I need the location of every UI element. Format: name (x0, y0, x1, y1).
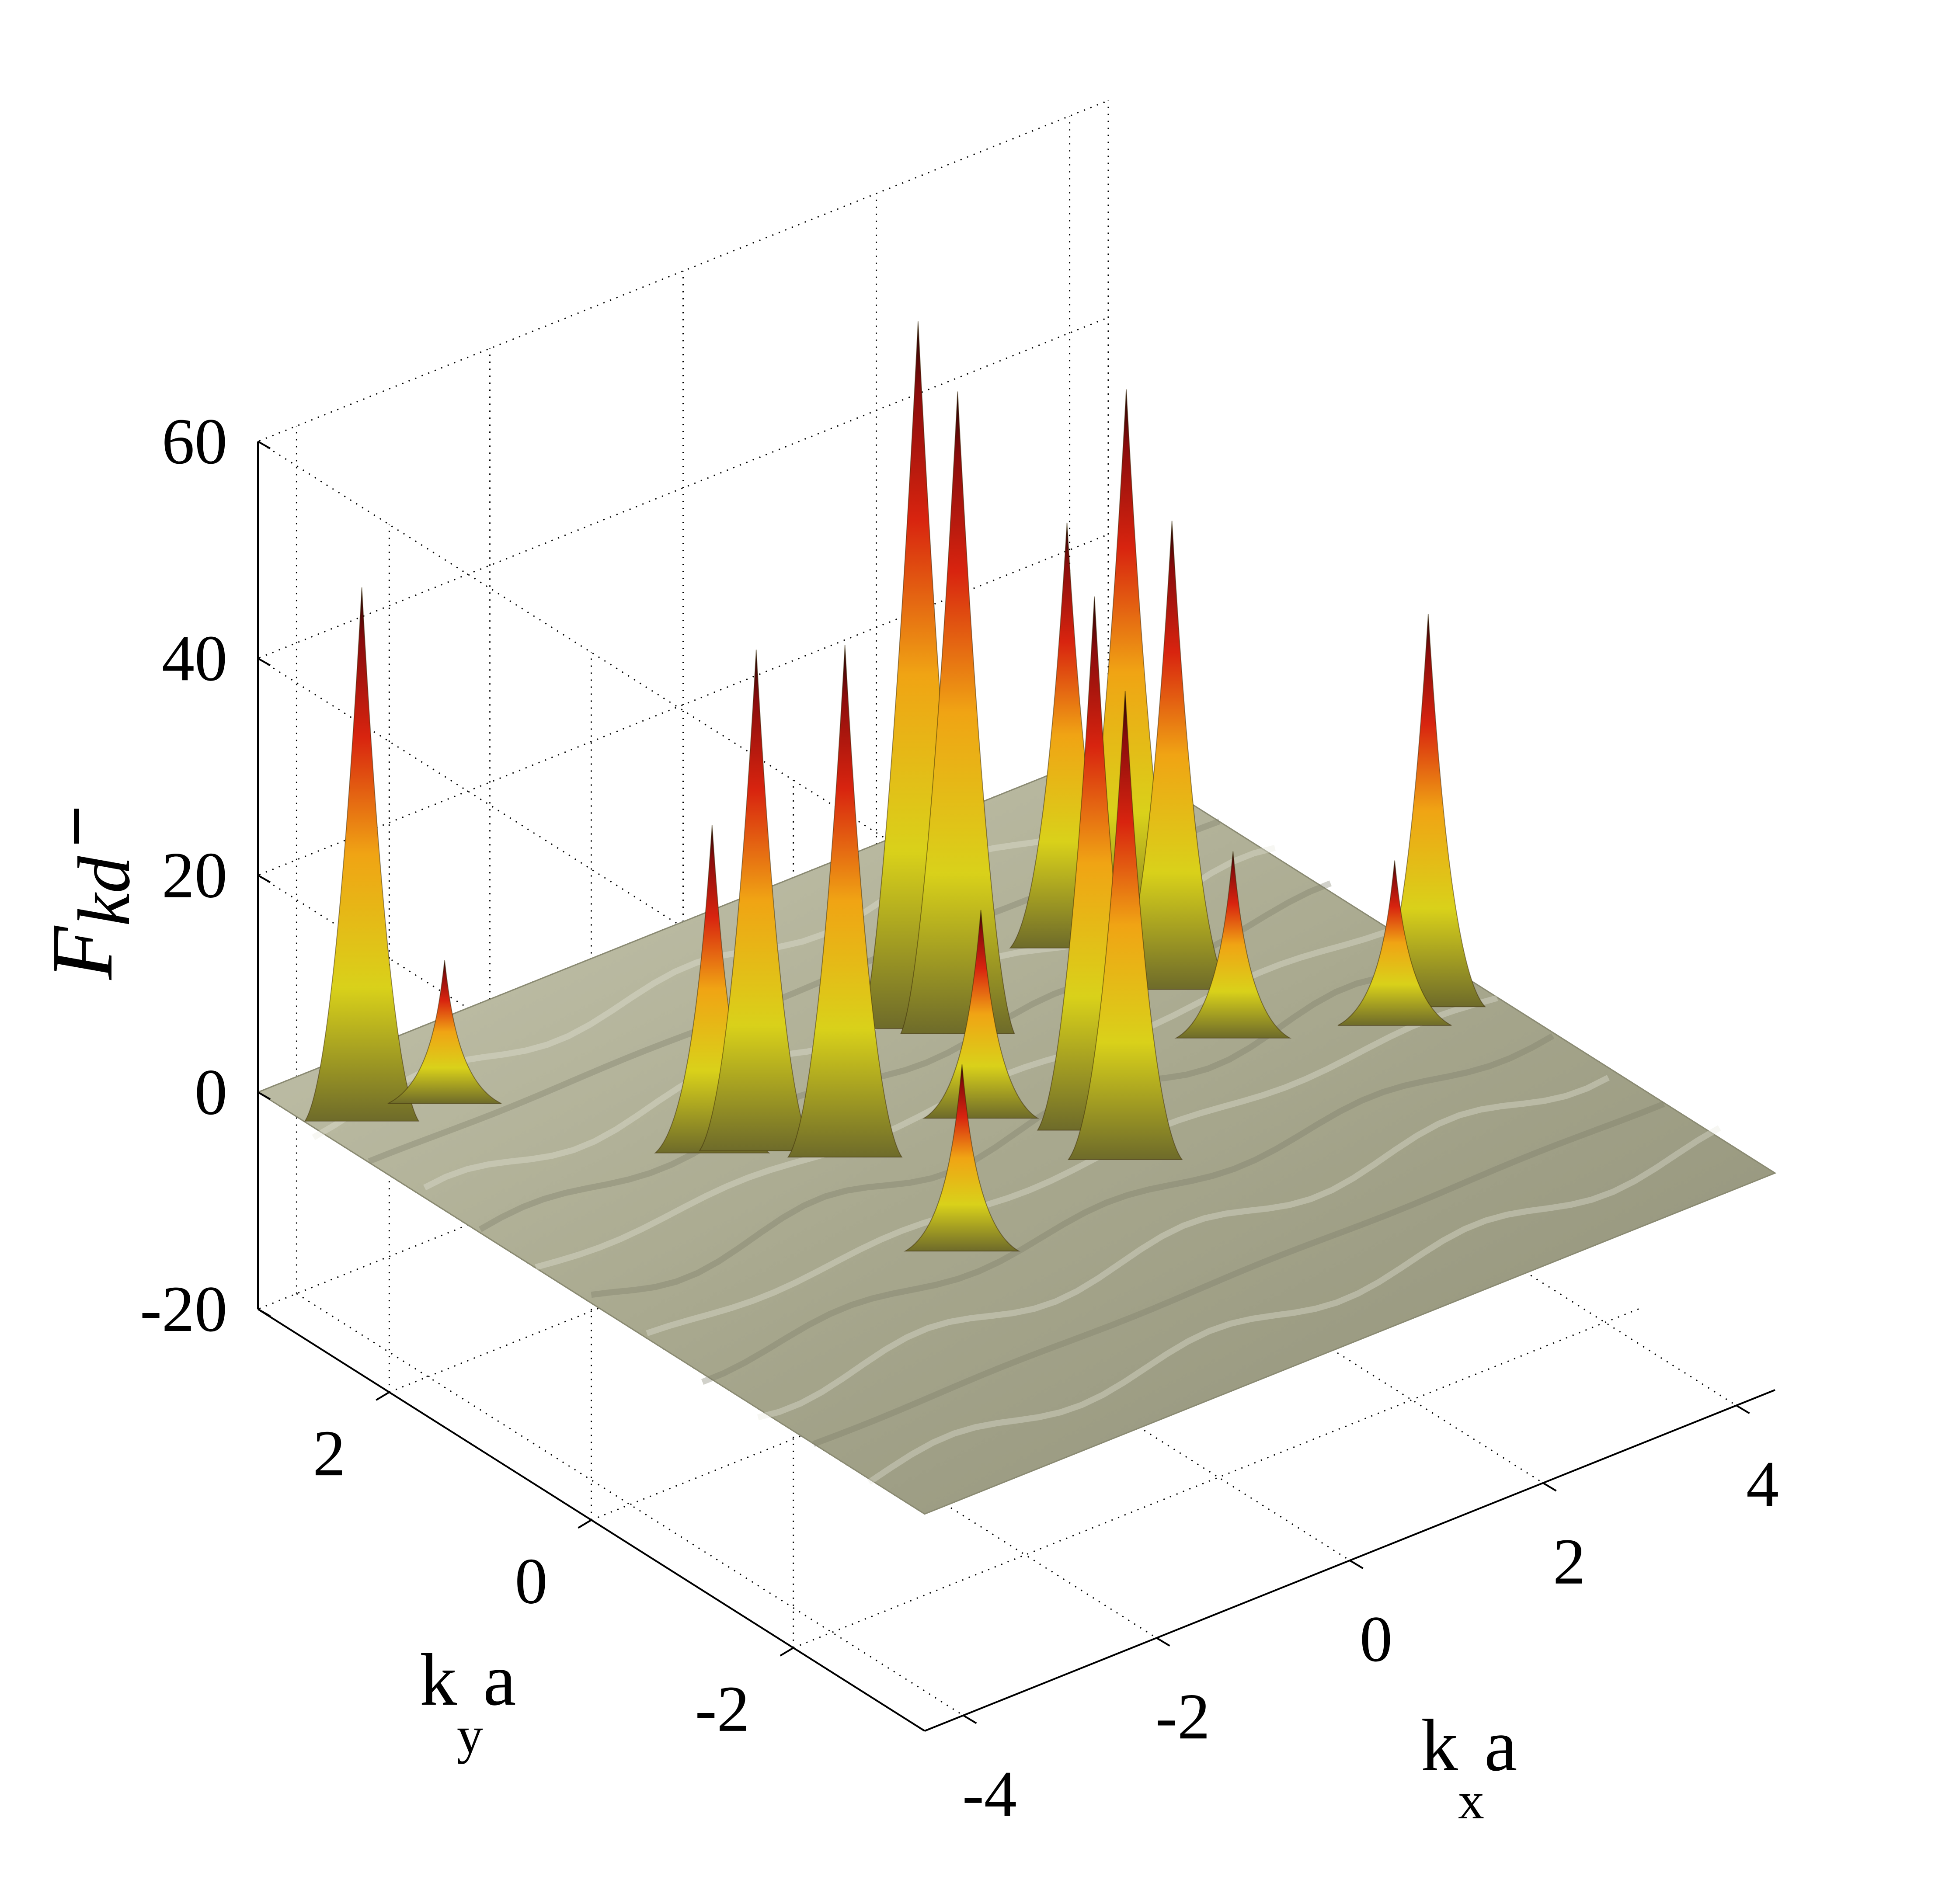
surface-peak (1337, 860, 1452, 1026)
surface-ripple (591, 967, 1442, 1298)
x-tick (1349, 1560, 1364, 1569)
surface-ripple (757, 1075, 1610, 1421)
grid-line-z (256, 100, 1109, 864)
z-tick-label: -20 (140, 1273, 227, 1345)
x-axis-subscript: x (1458, 1772, 1484, 1830)
surface (256, 750, 1777, 1515)
x-tick (1736, 1404, 1750, 1414)
surface-ripple (867, 1125, 1721, 1485)
grid-line-y-floor (793, 1306, 1644, 1649)
z-axis-label: Fkd (34, 856, 145, 981)
x-axis-k: k (1421, 1704, 1458, 1786)
x-tick-label: -2 (1155, 1680, 1210, 1753)
z-tick (258, 1308, 271, 1317)
peaks (304, 321, 1486, 1252)
surface-peak (304, 587, 420, 1122)
y-tick (578, 1519, 592, 1529)
x-tick (1542, 1482, 1557, 1492)
x-axis-suffix: a (1484, 1704, 1517, 1786)
surface-peak (922, 910, 1040, 1119)
z-tick-label: 60 (162, 405, 227, 478)
z-tick (258, 874, 271, 883)
surface-peak (1067, 691, 1183, 1160)
z-tick (258, 441, 271, 449)
y-tick (780, 1647, 794, 1657)
x-tick-label: -4 (962, 1758, 1017, 1831)
surface-ripple (646, 995, 1498, 1336)
surface-peak (900, 391, 1015, 1034)
y-tick (376, 1391, 390, 1401)
y-tick-label: -2 (695, 1673, 750, 1745)
z-tick-label: 0 (195, 1056, 227, 1129)
grid-line-z (256, 316, 1109, 1081)
surface-peak (903, 1064, 1021, 1252)
z-tick (258, 1091, 271, 1100)
surface-peak (698, 650, 814, 1152)
surface-peak (787, 645, 903, 1158)
x-tick (1156, 1637, 1170, 1647)
z-axis-subscript: kd (63, 856, 145, 926)
y-tick-label: 0 (515, 1545, 548, 1618)
y-axis-subscript: y (457, 1706, 483, 1764)
y-axis-label: kya (420, 1639, 516, 1764)
x-tick-label: 4 (1746, 1448, 1779, 1520)
y-axis-suffix: a (483, 1639, 516, 1721)
y-tick-label: 2 (313, 1417, 345, 1490)
z-tick-label: 20 (162, 839, 227, 912)
surface-peak (1174, 851, 1292, 1039)
x-tick-label: 0 (1360, 1603, 1392, 1675)
surface-ripple (701, 1033, 1555, 1385)
surface-peak (387, 960, 502, 1104)
z-axis-symbol: F (34, 925, 131, 980)
y-axis-k: k (420, 1639, 457, 1721)
z-tick (258, 657, 271, 666)
z-tick-label: 40 (162, 622, 227, 695)
x-tick-label: 2 (1553, 1525, 1586, 1598)
grid-line-z (256, 534, 1109, 1298)
axis-labels: Fkd kya kxa (34, 809, 1517, 1830)
x-tick (963, 1714, 977, 1724)
x-axis-label: kxa (1421, 1704, 1517, 1830)
surface-ripple (812, 1101, 1665, 1447)
